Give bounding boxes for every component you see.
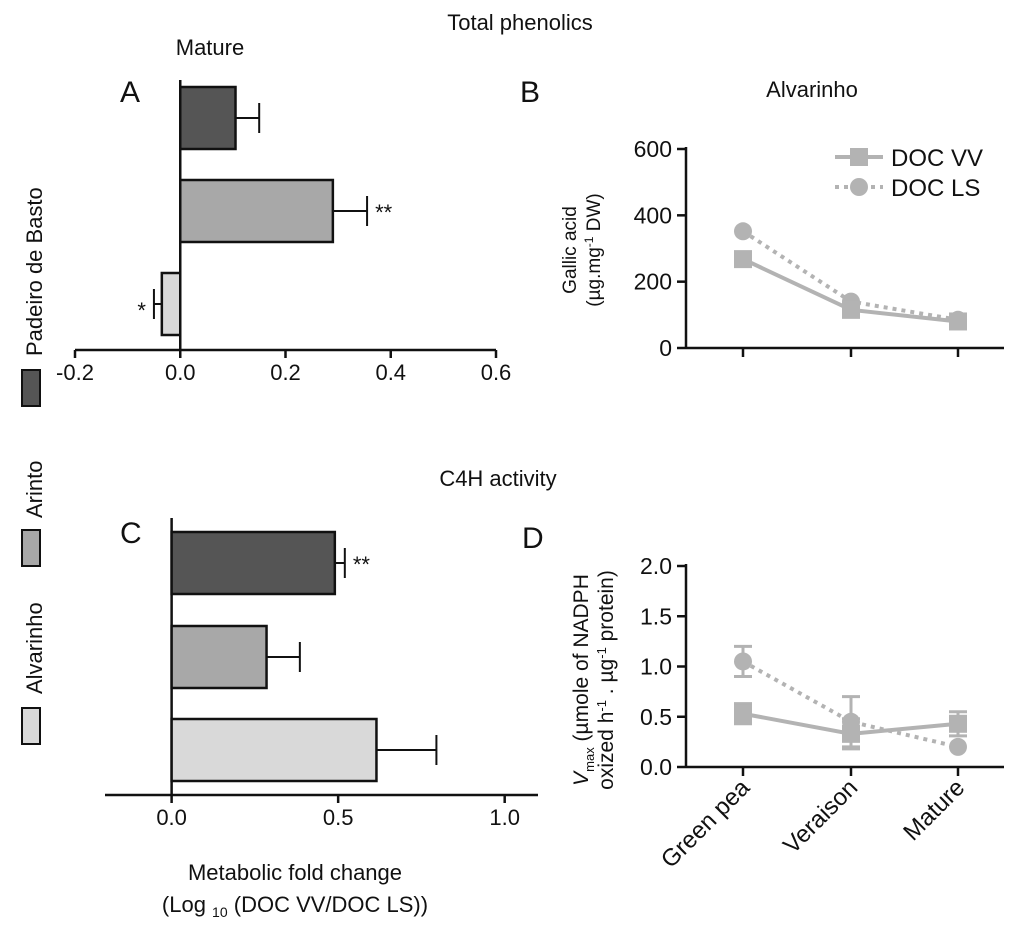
panel-b-ylabel-line1: Gallic acid bbox=[560, 206, 581, 294]
fold-change-xlabel-line1: Metabolic fold change bbox=[188, 860, 402, 885]
x-tick-label: 0.6 bbox=[481, 360, 512, 385]
panel-b-title: Alvarinho bbox=[766, 77, 858, 102]
bar-padeiro-de-basto bbox=[179, 85, 237, 151]
y-tick-label: 0 bbox=[659, 335, 672, 361]
y-tick-label: 0.0 bbox=[640, 754, 672, 780]
panel-c-chart: 0.0 0.5 1.0 ** bbox=[105, 518, 538, 830]
panel-d-chart: 0.0 0.5 1.0 1.5 2.0 Green pea Veraison Mature bbox=[640, 553, 1004, 873]
y-tick-label: 2.0 bbox=[640, 553, 672, 579]
significance-marker: ** bbox=[375, 200, 393, 225]
data-point bbox=[949, 714, 967, 733]
y-tick-label: 1.5 bbox=[640, 603, 672, 629]
data-point bbox=[734, 704, 752, 723]
heading-c4h-activity: C4H activity bbox=[439, 466, 556, 491]
fold-change-xlabel-line2: (Log 10 (DOC VV/DOC LS)) bbox=[162, 892, 428, 920]
bar-alvarinho bbox=[160, 271, 182, 337]
y-tick-label: 1.0 bbox=[640, 654, 672, 680]
significance-marker: * bbox=[137, 298, 146, 323]
y-tick-label: 0.5 bbox=[640, 704, 672, 730]
x-tick-label: Green pea bbox=[656, 774, 756, 874]
legend-label-alvarinho: Alvarinho bbox=[22, 602, 47, 694]
x-tick-label: 0.5 bbox=[323, 805, 354, 830]
bar-arinto bbox=[170, 624, 268, 690]
x-tick-label: Mature bbox=[898, 774, 970, 846]
panel-label-a: A bbox=[120, 76, 140, 109]
panel-d-ylabel: Vmax (µmole of NADPH oxized h-1 . µg-1 p… bbox=[570, 570, 618, 790]
panel-b-chart: 0 200 400 600 DOC VV DOC LS bbox=[634, 136, 1004, 361]
left-legend: Padeiro de Basto Arinto Alvarinho bbox=[21, 187, 47, 745]
legend-label: DOC LS bbox=[891, 175, 980, 202]
significance-marker: ** bbox=[353, 552, 371, 577]
data-point bbox=[842, 300, 860, 319]
legend-label-arinto: Arinto bbox=[22, 461, 47, 518]
bar-arinto bbox=[179, 178, 335, 244]
x-tick-label: 0.0 bbox=[156, 805, 187, 830]
y-tick-label: 400 bbox=[634, 202, 672, 228]
bar-padeiro-de-basto bbox=[170, 530, 337, 596]
legend-marker bbox=[850, 178, 868, 196]
y-tick-label: 600 bbox=[634, 136, 672, 162]
x-tick-label: -0.2 bbox=[56, 360, 94, 385]
panel-d-ylabel-line1: Vmax (µmole of NADPH bbox=[570, 574, 597, 786]
panel-a-chart: -0.2 0.0 0.2 0.4 0.6*** bbox=[56, 80, 511, 385]
data-point bbox=[734, 652, 752, 671]
panel-label-d: D bbox=[522, 522, 544, 555]
data-point bbox=[949, 737, 967, 756]
data-point bbox=[842, 724, 860, 743]
heading-total-phenolics: Total phenolics bbox=[447, 10, 593, 35]
panel-d-ylabel-line2: oxized h-1 . µg-1 protein) bbox=[594, 570, 618, 790]
legend-label-padeiro: Padeiro de Basto bbox=[22, 187, 47, 356]
x-tick-label: Veraison bbox=[778, 774, 863, 859]
panel-b-ylabel: Gallic acid (µg.mg-1 DW) bbox=[560, 193, 605, 306]
x-tick-label: 0.2 bbox=[270, 360, 301, 385]
legend-swatch-arinto bbox=[21, 529, 41, 567]
legend-swatch-padeiro bbox=[21, 369, 41, 407]
x-tick-label: 0.4 bbox=[375, 360, 406, 385]
panel-label-b: B bbox=[520, 76, 540, 109]
panel-b-ylabel-line2: (µg.mg-1 DW) bbox=[582, 193, 605, 306]
legend-swatch-alvarinho bbox=[21, 707, 41, 745]
data-point bbox=[734, 250, 752, 269]
data-point bbox=[949, 312, 967, 331]
y-tick-label: 200 bbox=[634, 269, 672, 295]
legend-label: DOC VV bbox=[891, 145, 983, 172]
data-point bbox=[734, 222, 752, 241]
legend-marker bbox=[850, 148, 868, 166]
x-tick-label: 1.0 bbox=[489, 805, 520, 830]
x-tick-label: 0.0 bbox=[165, 360, 196, 385]
bar-alvarinho bbox=[170, 717, 378, 783]
panel-label-c: C bbox=[120, 517, 142, 550]
panel-a-title: Mature bbox=[176, 35, 244, 60]
